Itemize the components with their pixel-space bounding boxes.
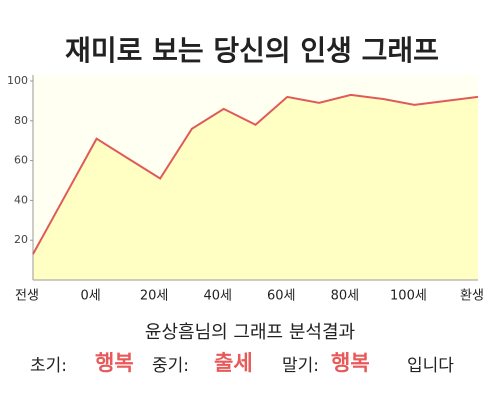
y-tick-label: 80: [14, 114, 28, 127]
middle-result: 출세: [214, 351, 253, 375]
x-tick-label: 100세: [390, 289, 427, 304]
area: [33, 94, 478, 281]
late-result: 행복: [331, 351, 370, 375]
y-tick-label: 100: [7, 74, 28, 87]
early-label: 초기:: [30, 356, 67, 376]
early-result: 행복: [95, 351, 134, 375]
middle-label: 중기:: [152, 356, 189, 376]
late-label: 말기:: [282, 356, 319, 376]
x-tick-label: 전생: [15, 289, 39, 304]
x-tick-label: 환생: [460, 289, 484, 304]
x-tick-label: 80세: [331, 289, 360, 304]
chart-title: 재미로 보는 당신의 인생 그래프: [65, 34, 439, 67]
y-tick-label: 60: [14, 154, 28, 167]
y-tick-label: 20: [14, 233, 28, 246]
x-tick-label: 0세: [80, 289, 100, 304]
y-tick-label: 40: [14, 193, 28, 206]
line: [32, 93, 479, 255]
x-tick-label: 20세: [140, 289, 169, 304]
result-heading: 윤상흠님의 그래프 분석결과: [145, 322, 355, 343]
x-tick-label: 60세: [267, 289, 296, 304]
x-tick-label: 40세: [203, 289, 232, 304]
ending: 입니다: [407, 356, 454, 376]
